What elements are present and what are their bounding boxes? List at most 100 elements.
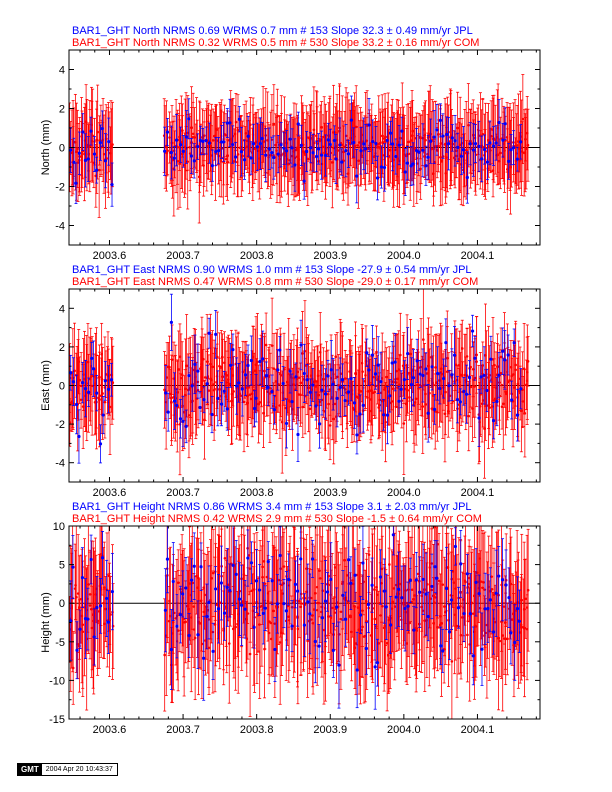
data-point xyxy=(451,142,455,146)
data-point xyxy=(203,376,207,379)
series-jpl-east xyxy=(69,293,523,464)
data-point xyxy=(440,372,444,376)
data-point xyxy=(290,146,294,150)
data-point xyxy=(465,175,469,180)
panel-title-north-jpl: BAR1_GHT North NRMS 0.69 WRMS 0.7 mm # 1… xyxy=(72,25,473,37)
data-point xyxy=(489,134,493,138)
data-point xyxy=(232,390,235,393)
data-point xyxy=(510,398,514,402)
data-point xyxy=(461,148,466,152)
data-point xyxy=(390,142,395,146)
data-point xyxy=(242,400,246,404)
data-point xyxy=(225,407,229,411)
data-point xyxy=(103,379,107,383)
data-point xyxy=(450,373,454,377)
data-point xyxy=(239,394,242,398)
data-point xyxy=(497,153,500,156)
data-point xyxy=(204,138,208,143)
data-point xyxy=(425,372,429,375)
data-point xyxy=(322,377,325,381)
data-point xyxy=(503,122,507,126)
data-point xyxy=(481,399,485,402)
data-point xyxy=(526,143,530,147)
data-point xyxy=(434,366,437,369)
data-point xyxy=(488,406,492,409)
data-point xyxy=(270,390,274,394)
data-point xyxy=(340,378,345,382)
data-point xyxy=(480,157,484,161)
data-point xyxy=(297,376,301,380)
data-point xyxy=(496,365,499,368)
data-point xyxy=(521,400,525,403)
data-point xyxy=(402,422,406,425)
data-point xyxy=(417,366,420,369)
data-point xyxy=(108,405,112,409)
data-point xyxy=(471,367,475,371)
data-point xyxy=(192,159,196,163)
data-point xyxy=(169,320,173,324)
data-point xyxy=(393,360,397,364)
data-point xyxy=(327,402,330,406)
data-point xyxy=(374,384,378,388)
data-point xyxy=(198,138,203,143)
data-point xyxy=(367,123,371,127)
data-point xyxy=(163,388,166,392)
data-point xyxy=(459,154,464,158)
data-point xyxy=(515,157,519,161)
data-point xyxy=(184,135,188,139)
data-point xyxy=(288,369,292,373)
data-point xyxy=(412,146,416,150)
x-tick-label: 2003.9 xyxy=(313,250,347,262)
data-point xyxy=(308,390,312,394)
data-point xyxy=(382,137,386,140)
data-point xyxy=(319,138,322,141)
data-point xyxy=(382,413,386,417)
data-point xyxy=(430,365,434,369)
data-point xyxy=(336,149,340,152)
data-point xyxy=(187,373,191,378)
data-point xyxy=(411,376,416,380)
data-point xyxy=(355,433,359,437)
data-point xyxy=(78,378,81,382)
x-tick-label: 2004.0 xyxy=(387,250,421,262)
data-point xyxy=(211,139,215,142)
data-point xyxy=(186,160,190,163)
panel-east: BAR1_GHT East NRMS 0.90 WRMS 1.0 mm # 15… xyxy=(40,264,541,499)
data-point xyxy=(170,358,174,361)
data-point xyxy=(365,351,369,355)
data-point xyxy=(444,390,447,394)
data-point xyxy=(459,373,463,377)
data-point xyxy=(266,385,270,389)
data-point xyxy=(379,380,383,384)
data-point xyxy=(234,120,238,124)
data-point xyxy=(441,134,445,138)
data-point xyxy=(183,393,187,397)
data-point xyxy=(83,387,88,391)
data-point xyxy=(75,150,78,153)
data-point xyxy=(343,398,347,403)
data-point xyxy=(280,153,283,157)
data-point xyxy=(109,378,114,382)
data-point xyxy=(240,387,244,391)
data-point xyxy=(485,388,489,393)
data-area-east xyxy=(69,289,540,479)
data-point xyxy=(349,118,353,122)
data-point xyxy=(477,144,481,148)
data-point xyxy=(106,387,111,391)
data-point xyxy=(211,365,214,369)
data-point xyxy=(241,154,244,158)
data-point xyxy=(299,143,303,147)
data-point xyxy=(394,154,398,159)
data-point xyxy=(103,400,107,404)
data-point xyxy=(77,434,81,439)
data-point xyxy=(279,374,283,377)
data-point xyxy=(296,432,300,437)
data-point xyxy=(485,160,490,164)
data-point xyxy=(83,158,88,162)
data-point xyxy=(479,393,482,396)
data-point xyxy=(278,348,282,352)
data-point xyxy=(276,152,280,156)
data-point xyxy=(103,159,108,163)
data-point xyxy=(414,149,419,153)
